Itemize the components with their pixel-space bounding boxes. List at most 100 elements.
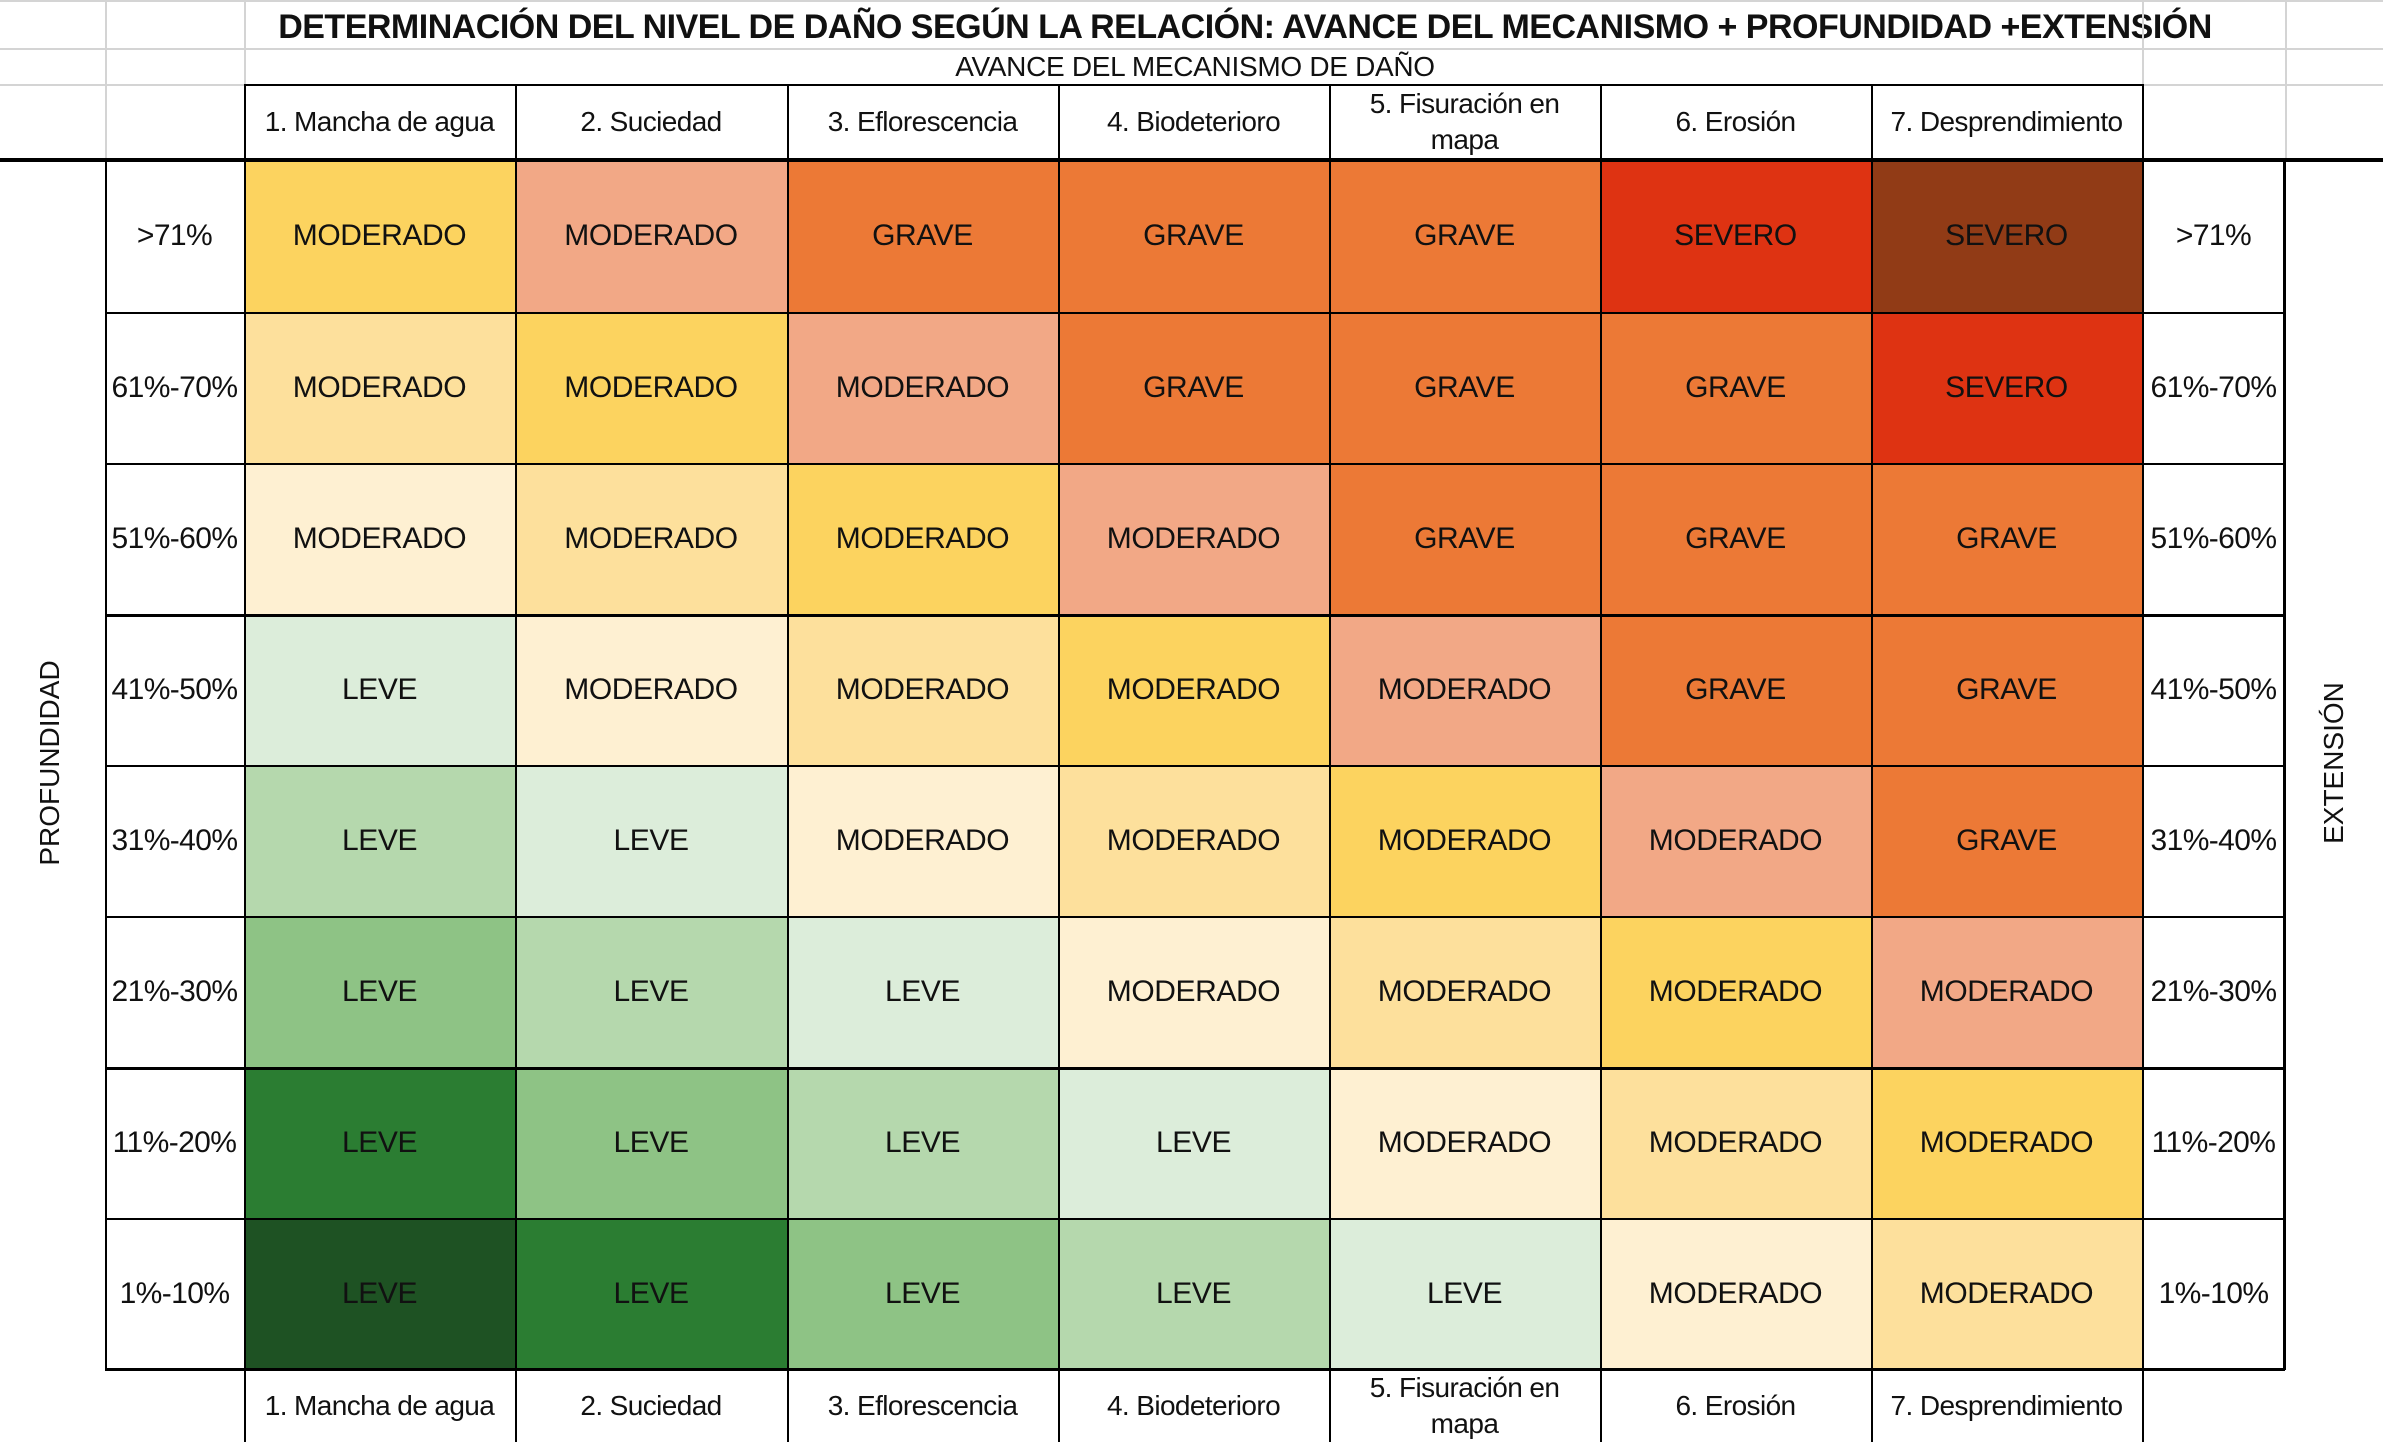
damage-level-cell: MODERADO bbox=[1058, 765, 1329, 916]
row-label-right: 11%-20% bbox=[2151, 1125, 2276, 1159]
damage-level-cell: GRAVE bbox=[1871, 463, 2142, 614]
damage-level-cell: LEVE bbox=[244, 1067, 515, 1218]
damage-level-cell: LEVE bbox=[787, 916, 1058, 1067]
sheet-gridline bbox=[105, 0, 107, 160]
damage-level-cell: LEVE bbox=[1058, 1218, 1329, 1370]
damage-level-cell: GRAVE bbox=[1600, 463, 1871, 614]
table-border bbox=[105, 312, 2285, 314]
column-header-1: 1. Mancha de agua bbox=[264, 106, 495, 137]
damage-level-cell: MODERADO bbox=[787, 312, 1058, 463]
damage-level-cell: GRAVE bbox=[1058, 160, 1329, 312]
damage-level-cell: SEVERO bbox=[1871, 160, 2142, 312]
damage-level-cell: LEVE bbox=[515, 916, 787, 1067]
damage-level-cell: MODERADO bbox=[1600, 916, 1871, 1067]
table-border bbox=[105, 1218, 2285, 1220]
row-label-left: 11%-20% bbox=[112, 1125, 237, 1159]
column-footer-2: 2. Suciedad bbox=[580, 1390, 722, 1421]
damage-level-cell: LEVE bbox=[1329, 1218, 1600, 1370]
damage-level-cell: MODERADO bbox=[1871, 1067, 2142, 1218]
table-border bbox=[1058, 84, 1060, 1442]
damage-level-cell: GRAVE bbox=[1329, 312, 1600, 463]
damage-level-cell: MODERADO bbox=[515, 312, 787, 463]
sheet-gridline bbox=[0, 48, 2383, 50]
column-header-2: 2. Suciedad bbox=[580, 106, 722, 137]
row-label-left: 41%-50% bbox=[111, 672, 238, 706]
damage-level-cell: SEVERO bbox=[1600, 160, 1871, 312]
row-label-right: 41%-50% bbox=[2150, 672, 2277, 706]
table-border bbox=[1600, 84, 1602, 1442]
sheet-gridline bbox=[2285, 0, 2287, 160]
matrix-subtitle: AVANCE DEL MECANISMO DE DAÑO bbox=[955, 51, 1435, 82]
damage-level-cell: LEVE bbox=[1058, 1067, 1329, 1218]
table-border bbox=[105, 1368, 2285, 1371]
damage-level-cell: GRAVE bbox=[1600, 614, 1871, 765]
right-axis-label: EXTENSIÓN bbox=[2318, 682, 2349, 844]
damage-level-cell: LEVE bbox=[244, 916, 515, 1067]
column-footer-5: 5. Fisuración en mapa bbox=[1369, 1372, 1560, 1439]
damage-level-cell: MODERADO bbox=[1058, 916, 1329, 1067]
damage-level-cell: MODERADO bbox=[244, 160, 515, 312]
row-label-right: >71% bbox=[2175, 219, 2252, 252]
damage-level-cell: MODERADO bbox=[1871, 1218, 2142, 1370]
column-header-4: 4. Biodeterioro bbox=[1106, 106, 1281, 137]
table-border bbox=[105, 1067, 2285, 1070]
damage-level-cell: MODERADO bbox=[1600, 765, 1871, 916]
damage-level-cell: MODERADO bbox=[1600, 1218, 1871, 1370]
damage-level-cell: LEVE bbox=[787, 1067, 1058, 1218]
damage-level-cell: LEVE bbox=[515, 1067, 787, 1218]
column-header-6: 6. Erosión bbox=[1675, 106, 1796, 137]
row-label-right: 31%-40% bbox=[2150, 823, 2277, 857]
column-header-5: 5. Fisuración en mapa bbox=[1369, 88, 1560, 155]
damage-level-cell: MODERADO bbox=[787, 463, 1058, 614]
damage-level-cell: LEVE bbox=[787, 1218, 1058, 1370]
page-title: DETERMINACIÓN DEL NIVEL DE DAÑO SEGÚN LA… bbox=[278, 7, 2212, 46]
damage-level-cell: MODERADO bbox=[515, 160, 787, 312]
table-border bbox=[0, 158, 2383, 162]
table-border bbox=[105, 463, 2285, 465]
row-label-right: 21%-30% bbox=[2150, 974, 2277, 1008]
table-border bbox=[244, 84, 2142, 86]
table-border bbox=[1871, 84, 1873, 1442]
damage-level-cell: MODERADO bbox=[787, 765, 1058, 916]
damage-level-cell: MODERADO bbox=[1329, 614, 1600, 765]
row-label-left: 61%-70% bbox=[111, 370, 238, 404]
damage-level-cell: LEVE bbox=[515, 1218, 787, 1370]
column-footer-4: 4. Biodeterioro bbox=[1106, 1390, 1281, 1421]
table-border bbox=[105, 916, 2285, 918]
row-label-right: 1%-10% bbox=[2158, 1277, 2269, 1310]
damage-level-cell: GRAVE bbox=[1871, 765, 2142, 916]
column-footer-6: 6. Erosión bbox=[1675, 1390, 1796, 1421]
damage-level-cell: GRAVE bbox=[787, 160, 1058, 312]
damage-level-cell: GRAVE bbox=[1058, 312, 1329, 463]
column-header-3: 3. Eflorescencia bbox=[827, 106, 1018, 137]
row-label-right: 61%-70% bbox=[2150, 370, 2277, 404]
damage-level-cell: GRAVE bbox=[1871, 614, 2142, 765]
column-footer-1: 1. Mancha de agua bbox=[264, 1390, 495, 1421]
damage-level-cell: MODERADO bbox=[1058, 463, 1329, 614]
table-border bbox=[105, 765, 2285, 767]
damage-level-cell: MODERADO bbox=[1871, 916, 2142, 1067]
damage-level-cell: MODERADO bbox=[1329, 765, 1600, 916]
damage-level-cell: MODERADO bbox=[1058, 614, 1329, 765]
column-footer-7: 7. Desprendimiento bbox=[1890, 1390, 2124, 1421]
left-axis-label: PROFUNDIDAD bbox=[34, 660, 65, 866]
row-label-left: >71% bbox=[136, 219, 213, 252]
sheet-gridline bbox=[244, 0, 246, 160]
table-border bbox=[2142, 84, 2144, 1442]
row-label-right: 51%-60% bbox=[2150, 521, 2277, 555]
damage-level-cell: MODERADO bbox=[1329, 1067, 1600, 1218]
damage-level-cell: MODERADO bbox=[1600, 1067, 1871, 1218]
damage-level-cell: SEVERO bbox=[1871, 312, 2142, 463]
damage-level-cell: GRAVE bbox=[1600, 312, 1871, 463]
row-label-left: 21%-30% bbox=[111, 974, 238, 1008]
table-border bbox=[1329, 84, 1331, 1442]
damage-level-cell: LEVE bbox=[244, 765, 515, 916]
damage-level-cell: LEVE bbox=[244, 1218, 515, 1370]
table-border bbox=[2283, 158, 2286, 1370]
damage-level-cell: MODERADO bbox=[515, 463, 787, 614]
damage-level-cell: MODERADO bbox=[244, 312, 515, 463]
damage-level-cell: MODERADO bbox=[1329, 916, 1600, 1067]
table-border bbox=[244, 84, 246, 1442]
damage-level-cell: GRAVE bbox=[1329, 160, 1600, 312]
